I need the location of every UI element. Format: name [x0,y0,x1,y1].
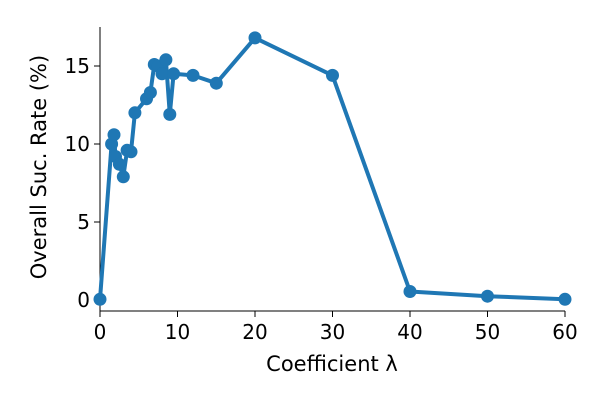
data-series [93,31,572,306]
x-tick-label: 50 [475,320,500,344]
data-point [326,68,339,82]
data-point [116,170,130,184]
data-point [93,292,107,306]
x-tick-label: 30 [320,320,345,344]
x-axis-ticks: 0 10 20 30 40 50 60 [94,311,578,344]
data-point [124,145,138,159]
data-point [481,289,494,303]
data-point [128,106,142,120]
data-point [248,31,262,45]
y-axis-ticks: 0 5 10 15 [65,54,100,312]
data-point [403,285,417,298]
data-point [107,128,121,142]
x-tick-label: 60 [552,320,577,344]
data-point [155,67,169,81]
plot-area: 0 10 20 30 40 50 60 0 5 10 15 [65,27,578,344]
y-tick-label: 10 [65,132,90,156]
data-point [159,53,173,67]
data-point [209,76,223,90]
data-point [558,292,572,306]
x-tick-label: 10 [165,320,190,344]
x-tick-label: 40 [397,320,422,344]
data-point [167,67,181,81]
y-axis-label: Overall Suc. Rate (%) [27,55,51,279]
x-axis-label: Coefficient λ [266,352,398,376]
y-tick-label: 0 [77,288,90,312]
x-tick-label: 0 [94,320,107,344]
data-point [186,68,200,82]
data-point [112,157,126,171]
y-tick-label: 5 [77,210,90,234]
data-point [163,107,177,121]
y-tick-label: 15 [65,54,90,78]
data-point [143,86,157,99]
x-tick-label: 20 [242,320,267,344]
